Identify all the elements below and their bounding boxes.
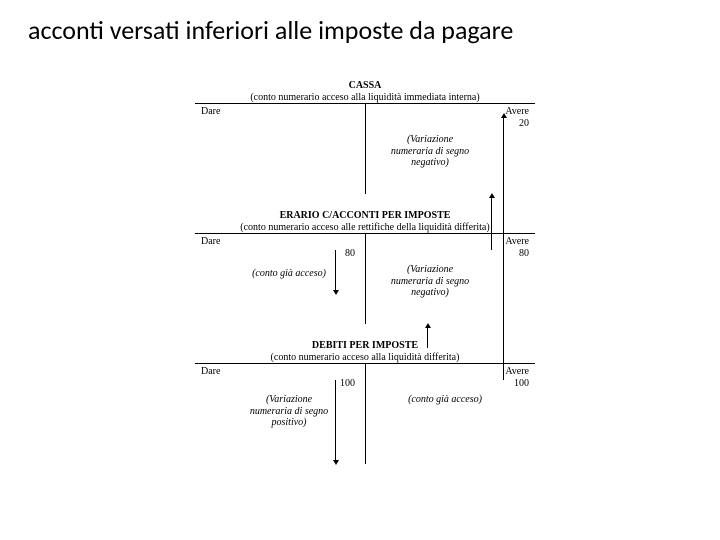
avere-label: Avere: [505, 236, 529, 247]
debiti-sub: (conto numerario acceso alla liquidità d…: [195, 352, 535, 364]
account-erario: ERARIO C/ACCONTI PER IMPOSTE (conto nume…: [195, 210, 535, 324]
arrow-mid: [491, 198, 492, 250]
cassa-name: CASSA: [195, 80, 535, 92]
arrow-erario-dare: [335, 250, 336, 290]
dare-label: Dare: [201, 106, 220, 117]
arrow-debiti-up: [427, 328, 428, 348]
avere-label: Avere: [505, 106, 529, 117]
cassa-avere-note: (Variazione numeraria di segno negativo): [370, 134, 490, 169]
erario-dare-note: (conto già acceso): [229, 268, 349, 280]
erario-avere-note: (Variazione numeraria di segno negativo): [370, 264, 490, 299]
cassa-sub: (conto numerario acceso alla liquidità i…: [195, 92, 535, 104]
dare-label: Dare: [201, 236, 220, 247]
accounting-diagram: CASSA (conto numerario acceso alla liqui…: [195, 80, 535, 500]
debiti-avere-note: (conto già acceso): [385, 394, 505, 406]
dare-label: Dare: [201, 366, 220, 377]
slide-title: acconti versati inferiori alle imposte d…: [28, 14, 513, 46]
debiti-avere-val: 100: [514, 378, 529, 390]
avere-label: Avere: [505, 366, 529, 377]
erario-dare-val: 80: [345, 248, 355, 260]
cassa-avere-val: 20: [519, 118, 529, 130]
erario-name: ERARIO C/ACCONTI PER IMPOSTE: [195, 210, 535, 222]
debiti-dare-val: 100: [340, 378, 355, 390]
arrow-debiti-dare: [335, 380, 336, 460]
erario-sub: (conto numerario acceso alle rettifiche …: [195, 222, 535, 234]
debiti-name: DEBITI PER IMPOSTE: [195, 340, 535, 352]
account-cassa: CASSA (conto numerario acceso alla liqui…: [195, 80, 535, 194]
arrow-right: [503, 118, 504, 380]
debiti-dare-note: (Variazione numeraria di segno positivo): [229, 394, 349, 429]
account-debiti: DEBITI PER IMPOSTE (conto numerario acce…: [195, 340, 535, 464]
erario-avere-val: 80: [519, 248, 529, 260]
